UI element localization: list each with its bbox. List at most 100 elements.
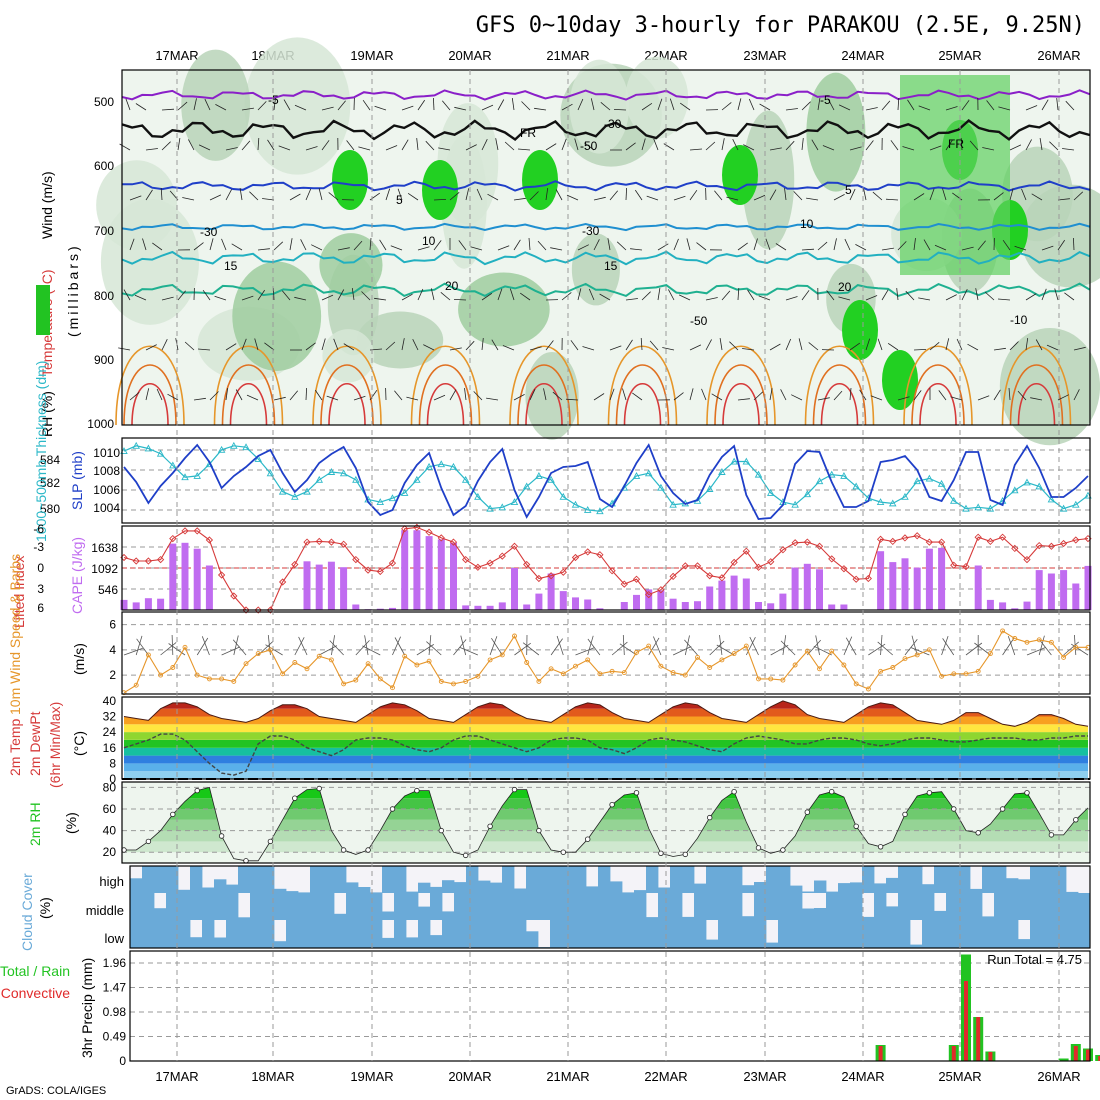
wind10-barb [1038,635,1045,656]
wind-barb [254,338,259,351]
wind-barb [401,139,409,151]
rh-point [560,849,566,855]
wind-barb [753,391,764,401]
wind-barb [679,102,691,111]
cloud-cell [298,892,311,893]
cloud-cell [970,888,983,893]
tick-label: 584 [40,453,60,467]
rh-point [463,852,469,859]
wind-barb [640,337,643,351]
li-point [937,538,946,546]
cape-bar [694,601,701,610]
wind10-point [682,672,688,678]
li-point [791,539,799,547]
wind-barb [1014,245,1027,251]
rh-patch-high [522,150,558,210]
wind-barb [289,238,293,251]
isotherm [121,250,1091,266]
thickness-point [376,498,385,506]
warm-contour [714,364,768,426]
wind-barb [1057,198,1070,201]
cape-bar [669,598,677,610]
wind-barb [833,390,843,401]
wind-barb [1041,245,1054,251]
thickness-point [437,460,446,468]
wind-barb [785,108,798,111]
cloud-cell [1078,920,1091,948]
wind-barb [417,99,426,111]
cloud-cell [862,920,875,948]
wind-barb [593,239,600,251]
wind-barb [529,346,542,351]
wind10-point [328,657,334,663]
contour-label: -30 [200,225,218,239]
wind-barb [430,288,435,301]
wind-barb [464,388,467,401]
wind-barb [863,188,867,201]
li-point [278,578,287,586]
cloud-cell [730,866,743,893]
wind-barb [588,288,595,301]
wind10-point [487,657,493,663]
wind-barb [1073,237,1075,251]
wind-barb [449,191,460,201]
rh-point [511,786,518,793]
wind10-point [475,673,481,679]
tick-label: 0.49 [103,1030,127,1044]
wind-barb [433,240,442,251]
wind-barb [721,290,731,301]
cloud-cell [178,889,191,893]
wind-barb [204,98,211,111]
tick-label: 80 [103,780,117,794]
wind10-point [743,643,749,649]
wind-barb [801,101,811,111]
wind10-barb [1063,641,1079,656]
wind-barb [907,99,915,111]
wind-barb [481,292,493,301]
wind-barb [758,295,771,301]
wind-barb [1073,389,1080,401]
wind-barb [561,292,572,301]
cloud-cell [310,893,323,920]
li-point [315,537,323,546]
wind-barb [495,138,499,151]
warm-contour [804,345,875,426]
li-point [620,580,628,588]
wind-barb [235,389,243,401]
wind10-point [573,663,578,669]
wind-barb [278,145,291,151]
cloud-cell [538,866,551,893]
wind10-barb [1038,638,1052,656]
precip-bars [875,954,1100,1061]
wind10-point [560,671,566,677]
warm-contour [525,383,563,426]
wind-barb [502,345,515,351]
cloud-cell [298,920,311,948]
cape-bar [620,602,628,610]
li-point [571,553,580,562]
cloud-cell [214,879,227,893]
warm-contour [1009,364,1064,426]
wind-barb [197,348,211,351]
wind10-barb [362,645,381,656]
cape-bar [169,543,177,610]
cloud-cell [1006,878,1019,893]
wind-barb [504,141,515,151]
li-point [950,561,958,569]
wind10-point [1024,639,1030,645]
wind-barb [361,291,371,301]
wind-barb [513,394,525,401]
wind10-axis: 6 4 2 [109,618,116,682]
wind-barb [896,288,899,301]
cloud-cell [202,887,215,893]
wind-barb [412,339,419,351]
thickness-point [705,485,714,492]
wind10-point [292,660,298,665]
cape-bar [486,605,494,610]
cloud-cell [982,866,995,893]
cloud-cell [442,880,455,893]
wind-barb [416,138,419,151]
wind10-barb [319,645,338,656]
cloud-cell [694,883,707,893]
